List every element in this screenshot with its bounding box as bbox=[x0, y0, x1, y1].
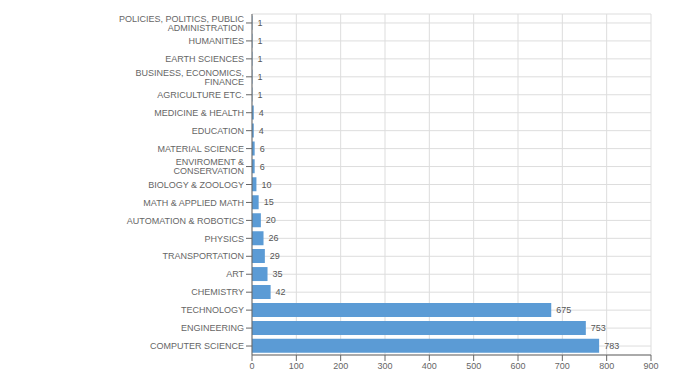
svg-text:ENGINEERING: ENGINEERING bbox=[181, 323, 244, 333]
svg-text:1: 1 bbox=[257, 54, 262, 64]
svg-text:HUMANITIES: HUMANITIES bbox=[188, 36, 244, 46]
svg-text:EARTH SCIENCES: EARTH SCIENCES bbox=[165, 54, 244, 64]
svg-text:15: 15 bbox=[264, 197, 274, 207]
svg-text:MEDICINE & HEALTH: MEDICINE & HEALTH bbox=[154, 108, 244, 118]
svg-text:AGRICULTURE ETC.: AGRICULTURE ETC. bbox=[157, 90, 244, 100]
svg-text:753: 753 bbox=[591, 323, 606, 333]
svg-text:1: 1 bbox=[257, 18, 262, 28]
svg-text:CHEMISTRY: CHEMISTRY bbox=[191, 287, 244, 297]
svg-text:MATERIAL SCIENCE: MATERIAL SCIENCE bbox=[157, 144, 244, 154]
svg-text:1: 1 bbox=[257, 36, 262, 46]
svg-text:COMPUTER SCIENCE: COMPUTER SCIENCE bbox=[150, 341, 244, 351]
svg-text:ENVIROMENT &CONSERVATION: ENVIROMENT &CONSERVATION bbox=[173, 157, 244, 176]
svg-text:BUSINESS, ECONOMICS,FINANCE: BUSINESS, ECONOMICS,FINANCE bbox=[135, 68, 244, 87]
svg-text:6: 6 bbox=[260, 144, 265, 154]
svg-text:POLICIES, POLITICS, PUBLICADMI: POLICIES, POLITICS, PUBLICADMINISTRATION bbox=[119, 14, 245, 33]
svg-text:4: 4 bbox=[259, 108, 264, 118]
svg-text:6: 6 bbox=[260, 162, 265, 172]
svg-text:900: 900 bbox=[643, 361, 658, 371]
svg-text:35: 35 bbox=[273, 269, 283, 279]
svg-text:29: 29 bbox=[270, 251, 280, 261]
svg-text:20: 20 bbox=[266, 215, 276, 225]
svg-text:26: 26 bbox=[269, 233, 279, 243]
svg-text:TRANSPORTATION: TRANSPORTATION bbox=[162, 251, 244, 261]
svg-text:42: 42 bbox=[276, 287, 286, 297]
svg-text:10: 10 bbox=[261, 180, 271, 190]
svg-text:600: 600 bbox=[510, 361, 525, 371]
svg-text:700: 700 bbox=[555, 361, 570, 371]
svg-text:200: 200 bbox=[333, 361, 348, 371]
svg-text:TECHNOLOGY: TECHNOLOGY bbox=[181, 305, 244, 315]
svg-text:0: 0 bbox=[249, 361, 254, 371]
svg-text:EDUCATION: EDUCATION bbox=[192, 126, 244, 136]
svg-text:100: 100 bbox=[289, 361, 304, 371]
svg-text:4: 4 bbox=[259, 126, 264, 136]
svg-text:800: 800 bbox=[599, 361, 614, 371]
svg-text:500: 500 bbox=[466, 361, 481, 371]
svg-text:675: 675 bbox=[556, 305, 571, 315]
svg-text:MATH & APPLIED MATH: MATH & APPLIED MATH bbox=[143, 198, 244, 208]
svg-text:300: 300 bbox=[377, 361, 392, 371]
svg-text:PHYSICS: PHYSICS bbox=[204, 234, 244, 244]
svg-text:400: 400 bbox=[422, 361, 437, 371]
svg-text:BIOLOGY & ZOOLOGY: BIOLOGY & ZOOLOGY bbox=[148, 180, 244, 190]
svg-text:783: 783 bbox=[604, 341, 619, 351]
svg-text:ART: ART bbox=[226, 269, 244, 279]
svg-text:AUTOMATION & ROBOTICS: AUTOMATION & ROBOTICS bbox=[127, 216, 244, 226]
svg-text:1: 1 bbox=[257, 90, 262, 100]
svg-text:1: 1 bbox=[257, 72, 262, 82]
